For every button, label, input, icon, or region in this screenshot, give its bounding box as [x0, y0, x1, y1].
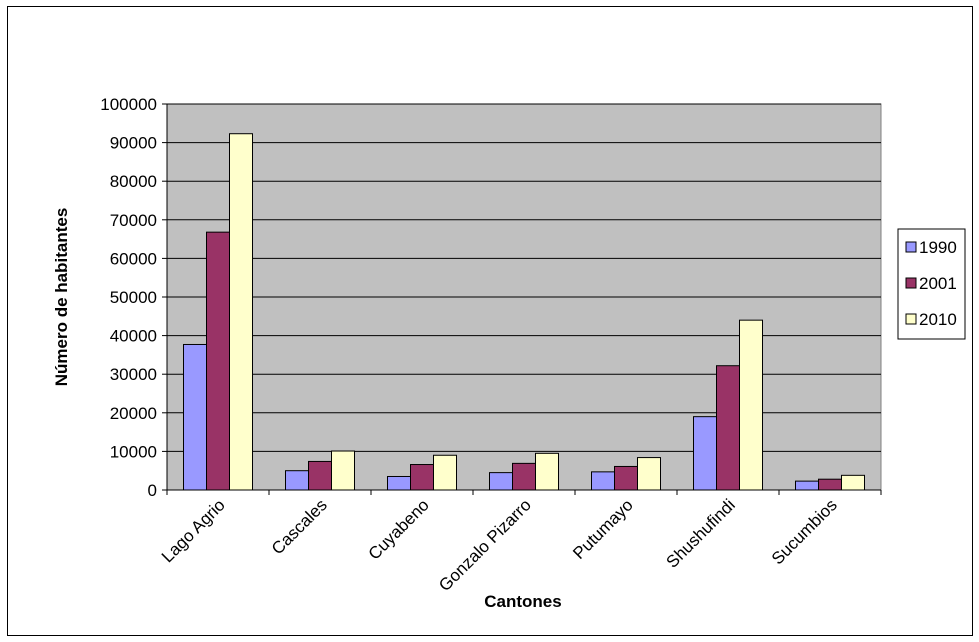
y-tick-label: 0	[148, 481, 157, 500]
bar	[433, 454, 457, 491]
y-axis-title: Número de habitantes	[52, 208, 71, 387]
bar	[614, 465, 638, 491]
axes	[162, 103, 882, 495]
bar	[739, 319, 763, 491]
legend-swatch	[905, 277, 917, 289]
y-tick-label: 90000	[110, 134, 157, 153]
y-tick-label: 100000	[100, 95, 157, 114]
bar	[387, 475, 411, 491]
x-tick-label: Cascales	[268, 495, 331, 558]
bar	[535, 452, 559, 491]
x-tick-label: Shushufindi	[663, 495, 739, 571]
bar	[795, 480, 819, 491]
x-axis-title: Cantones	[484, 592, 561, 611]
y-tick-labels: 0 10000 20000 30000 40000 50000 60000 70000 8000…	[100, 95, 157, 500]
bar	[841, 474, 865, 491]
legend-swatch	[905, 313, 917, 325]
x-tick-label: Cuyabeno	[365, 495, 433, 563]
legend: 1990 2001 2010	[897, 228, 966, 340]
y-tick-label: 70000	[110, 211, 157, 230]
legend-swatch	[905, 241, 917, 253]
y-tick-label: 30000	[110, 365, 157, 384]
bar	[637, 457, 661, 491]
bar	[716, 365, 740, 491]
y-tick-label: 60000	[110, 249, 157, 268]
x-tick-labels: Lago Agrio Cascales Cuyabeno Gonzalo Pizarr…	[158, 495, 841, 595]
bar	[229, 133, 253, 491]
y-tick-label: 40000	[110, 327, 157, 346]
x-tick-label: Gonzalo Pizarro	[435, 495, 535, 595]
bar	[591, 471, 615, 491]
bar	[308, 460, 332, 491]
bar	[693, 416, 717, 491]
legend-label: 2010	[919, 310, 957, 329]
bar	[410, 464, 434, 491]
y-tick-label: 20000	[110, 404, 157, 423]
y-tick-label: 80000	[110, 172, 157, 191]
bar	[512, 462, 536, 491]
y-tick-label: 10000	[110, 442, 157, 461]
bar	[285, 470, 309, 491]
bar	[331, 450, 355, 491]
bar	[489, 472, 513, 491]
legend-label: 1990	[919, 238, 957, 257]
bar	[206, 231, 230, 491]
bars	[183, 133, 865, 491]
x-tick-label: Putumayo	[569, 495, 637, 563]
legend-label: 2001	[919, 274, 957, 293]
x-tick-label: Lago Agrio	[158, 495, 229, 566]
x-tick-label: Sucumbios	[768, 495, 841, 568]
bar	[818, 478, 842, 491]
y-tick-label: 50000	[110, 288, 157, 307]
bar	[183, 343, 207, 491]
